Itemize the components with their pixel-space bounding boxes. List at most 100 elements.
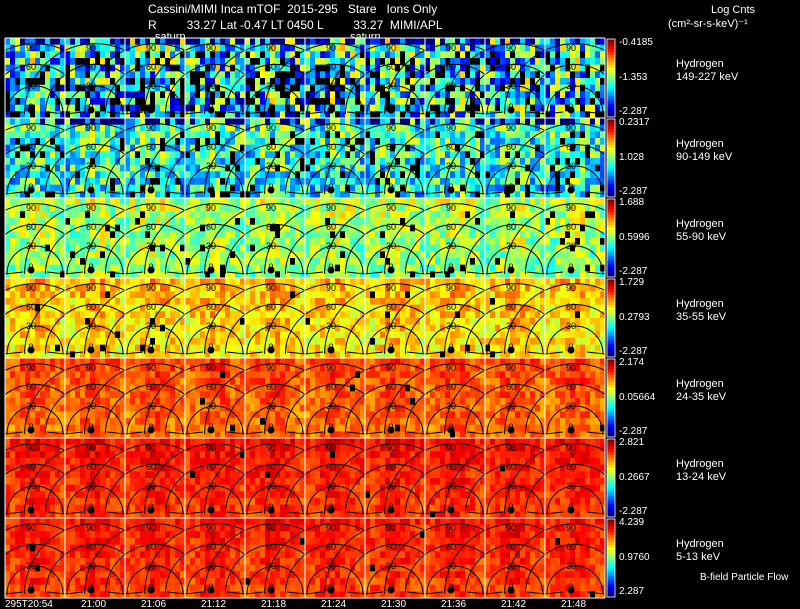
heatmap-pixel [395, 91, 401, 99]
heatmap-pixel [95, 238, 101, 246]
heatmap-pixel [75, 84, 81, 92]
heatmap-pixel [115, 278, 121, 286]
heatmap-pixel [225, 64, 231, 72]
heatmap-pixel [160, 91, 166, 99]
heatmap-pixel [250, 98, 256, 106]
heatmap-pixel [145, 91, 151, 99]
heatmap-pixel [455, 144, 461, 152]
heatmap-pixel [65, 71, 71, 79]
heatmap-pixel [10, 324, 16, 332]
heatmap-pixel [205, 131, 211, 139]
heatmap-pixel [110, 58, 116, 66]
heatmap-pixel [185, 111, 191, 119]
heatmap-pixel [285, 224, 291, 232]
heatmap-pixel [160, 78, 166, 86]
heatmap-pixel [295, 138, 301, 146]
heatmap-pixel [540, 151, 546, 159]
horizon-line [304, 191, 324, 195]
heatmap-pixel [585, 111, 591, 119]
heatmap-pixel [335, 184, 341, 192]
heatmap-pixel [240, 58, 246, 66]
heatmap-pixel [65, 138, 71, 146]
heatmap-pixel [325, 204, 331, 212]
heatmap-pixel [520, 144, 526, 152]
heatmap-pixel [480, 131, 486, 139]
heatmap-pixel [455, 104, 461, 112]
heatmap-pixel [535, 171, 541, 179]
heatmap-pixel [160, 151, 166, 159]
heatmap-pixel [215, 198, 221, 206]
heatmap-pixel [525, 104, 531, 112]
heatmap-pixel [375, 151, 381, 159]
heatmap-pixel [290, 58, 296, 66]
heatmap-pixel [585, 211, 591, 219]
heatmap-pixel [200, 51, 206, 59]
heatmap-pixel [580, 264, 586, 272]
heatmap-pixel [510, 178, 516, 186]
heatmap-pixel [550, 151, 556, 159]
heatmap-pixel [495, 178, 501, 186]
polar-ring-label: 90 [386, 43, 396, 53]
heatmap-pixel [330, 211, 336, 219]
heatmap-pixel [50, 191, 56, 199]
heatmap-pixel [415, 138, 421, 146]
heatmap-pixel [375, 171, 381, 179]
heatmap-pixel [355, 138, 361, 146]
heatmap-pixel [275, 264, 281, 272]
heatmap-pixel [550, 144, 556, 152]
heatmap-pixel [230, 131, 236, 139]
heatmap-pixel [590, 44, 596, 52]
heatmap-pixel [385, 78, 391, 86]
heatmap-pixel [520, 44, 526, 52]
heatmap-pixel [560, 64, 566, 72]
heatmap-pixel [170, 231, 176, 239]
heatmap-pixel [20, 204, 26, 212]
heatmap-pixel [435, 58, 441, 66]
heatmap-pixel [365, 64, 371, 72]
heatmap-pixel [115, 64, 121, 72]
heatmap-pixel [170, 251, 176, 259]
heatmap-pixel [140, 171, 146, 179]
heatmap-pixel [405, 118, 411, 126]
heatmap-pixel [415, 38, 421, 46]
polar-ring-label: 30 [206, 241, 216, 251]
heatmap-pixel [280, 138, 286, 146]
horizon-line [166, 111, 186, 115]
horizon-line [166, 191, 186, 195]
heatmap-pixel [540, 191, 546, 199]
heatmap-pixel [290, 138, 296, 146]
heatmap-pixel [500, 211, 506, 219]
heatmap-pixel [15, 238, 21, 246]
heatmap-pixel [125, 171, 131, 179]
heatmap-pixel [320, 51, 326, 59]
heatmap-pixel [135, 78, 141, 86]
heatmap-pixel [150, 98, 156, 106]
heatmap-pixel [340, 224, 346, 232]
heatmap-pixel [90, 138, 96, 146]
heatmap-pixel [590, 111, 596, 119]
heatmap-pixel [180, 78, 186, 86]
heatmap-pixel [375, 198, 381, 206]
heatmap-pixel [185, 171, 191, 179]
polar-arc [426, 165, 484, 195]
heatmap-pixel [350, 224, 356, 232]
heatmap-pixel [220, 91, 226, 99]
heatmap-pixel [325, 131, 331, 139]
polar-arc [126, 245, 184, 275]
heatmap-pixel [270, 111, 276, 119]
heatmap-pixel [390, 251, 396, 259]
heatmap-panel: 9060300 [144, 38, 286, 119]
heatmap-pixel [450, 51, 456, 59]
heatmap-pixel [475, 271, 481, 279]
heatmap-pixel [95, 251, 101, 259]
heatmap-pixel [70, 191, 76, 199]
heatmap-pixel [460, 164, 466, 172]
heatmap-panel: 9060300 [84, 198, 226, 279]
heatmap-pixel [345, 158, 351, 166]
heatmap-pixel [250, 118, 256, 126]
heatmap-pixel [295, 271, 301, 279]
heatmap-pixel [115, 271, 121, 279]
heatmap-pixel [545, 58, 551, 66]
heatmap-pixel [485, 78, 491, 86]
heatmap-pixel [555, 64, 561, 72]
